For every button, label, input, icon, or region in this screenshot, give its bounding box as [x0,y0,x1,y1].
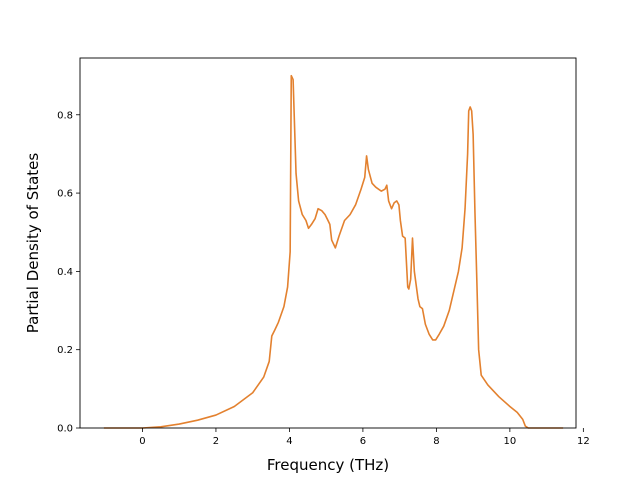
plot-frame [79,57,577,429]
plot-area [80,58,576,428]
y-tick-label: 0.2 [57,345,73,356]
x-tick-label: 6 [360,436,366,447]
x-tick-label: 10 [503,436,516,447]
y-tick-label: 0.6 [57,189,73,200]
series-layer [103,74,564,429]
x-tick-label: 0 [139,436,145,447]
x-tick-label: 12 [577,436,590,447]
x-tick-label: 2 [213,436,219,447]
y-tick-label: 0.4 [57,267,73,278]
y-tick-label: 0.8 [57,110,73,121]
pdos-series-line [103,74,564,429]
x-tick-label: 8 [433,436,439,447]
y-axis-ticks: 0.0 0.2 0.4 0.6 0.8 [57,110,80,435]
x-axis-title: Frequency (THz) [267,456,389,474]
x-axis-ticks: 0 2 4 6 8 10 12 [139,428,590,447]
y-tick-label: 0.0 [57,424,73,435]
x-tick-label: 4 [286,436,292,447]
y-axis-title: Partial Density of States [24,153,42,334]
